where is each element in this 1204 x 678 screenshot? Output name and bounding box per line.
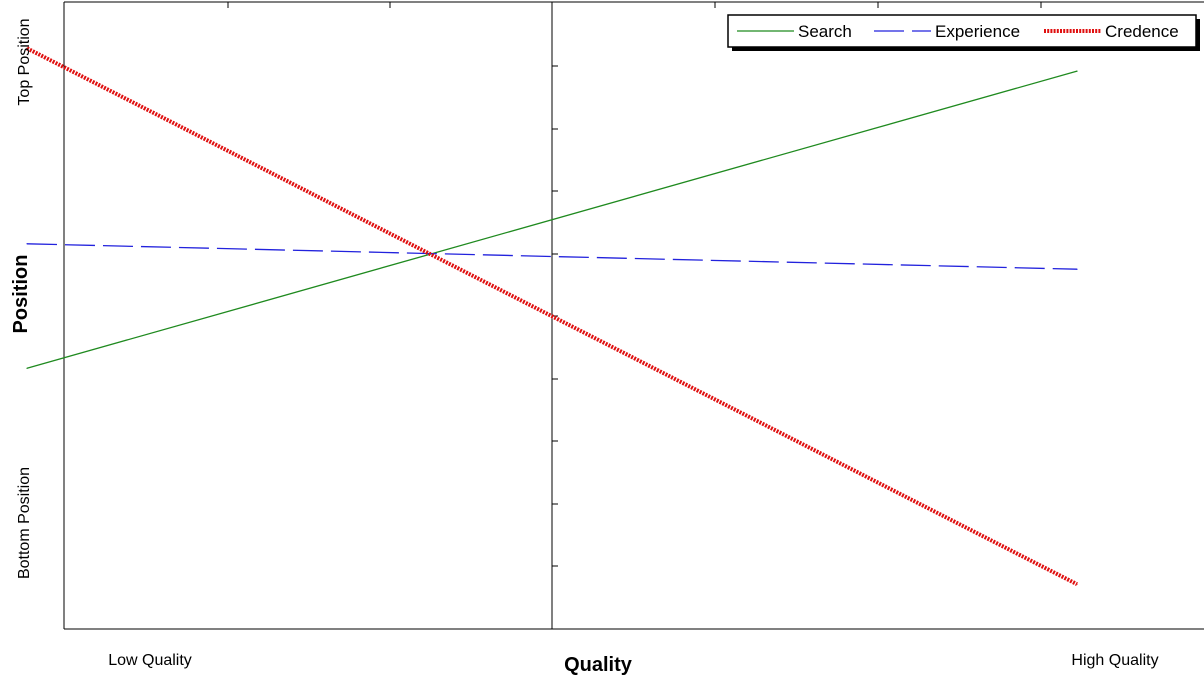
legend: Search Experience Credence [727,14,1200,51]
data-point-search-2 [1076,70,1078,72]
legend-label-experience: Experience [935,22,1020,41]
data-point-experience-2 [1076,268,1078,270]
data-point-search-1 [26,367,28,369]
data-point-credence-1 [26,47,28,49]
series-line-credence [26,46,1078,586]
top-tick-marks [227,2,1042,8]
series-layer [26,46,1078,586]
series-line-search [26,70,1078,369]
center-tick-marks [552,65,558,567]
series-line-experience [26,243,1078,270]
y-tick-label-bottom: Bottom Position [16,467,33,579]
data-point-experience-1 [26,243,28,245]
legend-box [727,14,1197,48]
legend-label-search: Search [798,22,852,41]
y-axis-title: Position [10,255,32,334]
y-tick-label-top: Top Position [16,18,33,105]
x-tick-label-high: High Quality [1071,652,1158,669]
legend-label-credence: Credence [1105,22,1179,41]
x-axis-title: Quality [564,654,633,676]
x-tick-label-low: Low Quality [108,652,192,669]
data-point-credence-2 [1076,583,1078,585]
